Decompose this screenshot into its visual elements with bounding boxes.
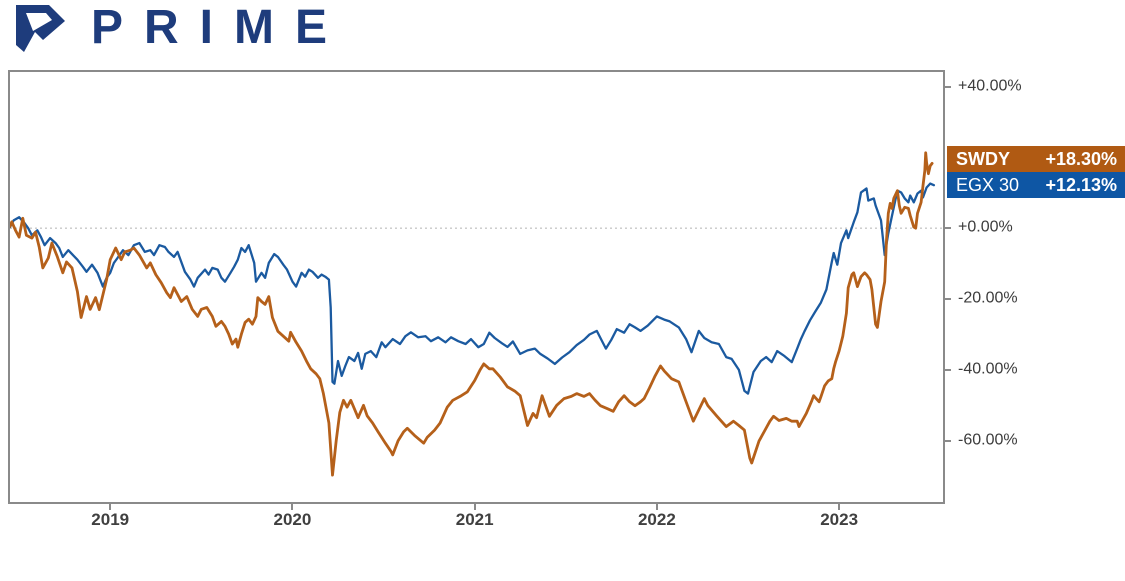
y-axis-label: -20.00%: [958, 289, 1018, 307]
y-axis-label: -40.00%: [958, 360, 1018, 378]
y-tick-mark: [945, 227, 951, 230]
x-axis-label: 2023: [820, 510, 859, 529]
y-axis-label: -60.00%: [958, 431, 1018, 449]
x-tick-mark: [838, 504, 841, 510]
y-axis-label: +0.00%: [958, 218, 1013, 236]
egx30-line: [10, 182, 936, 395]
prime-p-logo-icon: [16, 5, 65, 52]
y-axis-label: +40.00%: [958, 77, 1022, 95]
x-axis-label: 2022: [637, 510, 676, 529]
chart-canvas: [10, 151, 943, 477]
egx30-change-value: +12.13%: [1045, 175, 1117, 196]
x-axis-label: 2019: [91, 510, 130, 529]
swdy-ticker: SWDY: [956, 149, 1010, 170]
brand-name: PRIME: [91, 1, 349, 54]
y-tick-mark: [945, 85, 951, 88]
x-axis-label: 2020: [273, 510, 312, 529]
x-tick-mark: [655, 504, 658, 510]
price-chart-plot[interactable]: [8, 70, 945, 504]
swdy-change-value: +18.30%: [1045, 149, 1117, 170]
x-tick-mark: [473, 504, 476, 510]
x-tick-mark: [291, 504, 294, 510]
x-tick-mark: [109, 504, 112, 510]
y-tick-mark: [945, 439, 951, 442]
egx30-ticker: EGX 30: [956, 175, 1020, 196]
swdy-line: [10, 151, 934, 477]
y-tick-mark: [945, 368, 951, 371]
y-tick-mark: [945, 298, 951, 301]
swdy-price-badge: SWDY +18.30%: [947, 146, 1125, 173]
brand-header: PRIME: [13, 2, 348, 54]
x-axis-label: 2021: [455, 510, 494, 529]
egx30-price-badge: EGX 30 +12.13%: [947, 172, 1125, 199]
